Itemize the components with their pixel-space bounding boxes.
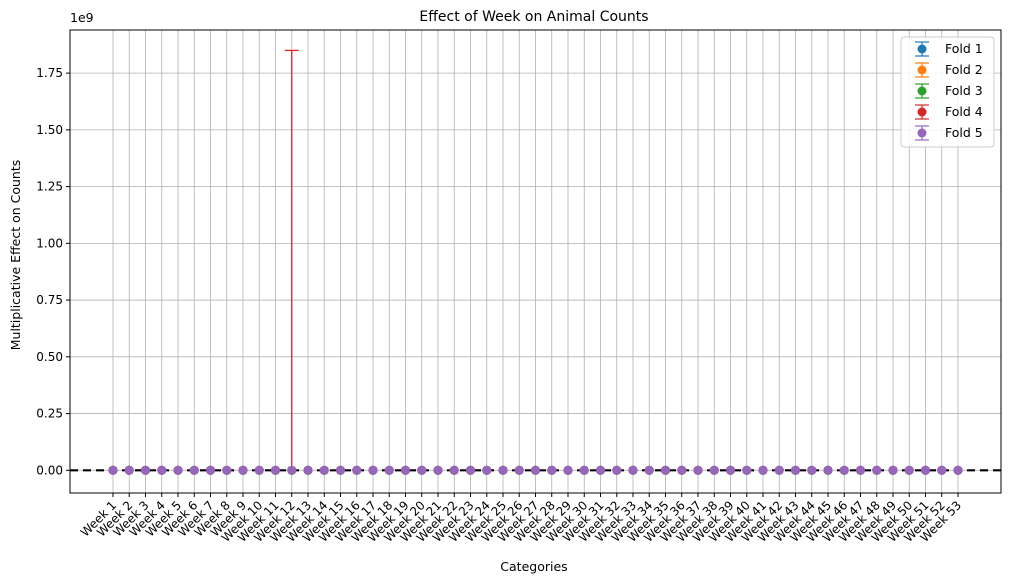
data-point — [921, 465, 930, 475]
y-axis-label: Multiplicative Effect on Counts — [8, 160, 23, 351]
legend-label: Fold 3 — [945, 83, 983, 98]
data-point — [319, 465, 329, 475]
data-point — [498, 465, 508, 475]
legend-label: Fold 1 — [945, 41, 983, 56]
data-point — [482, 465, 492, 475]
data-point — [904, 465, 914, 475]
data-point — [466, 465, 475, 475]
data-point — [384, 465, 394, 475]
data-point — [271, 465, 280, 475]
data-point — [173, 465, 183, 475]
legend-marker — [917, 86, 927, 96]
legend: Fold 1 Fold 2 Fold 3 Fold 4 Fold 5 — [900, 36, 995, 148]
y-tick-label: 0.50 — [36, 350, 63, 364]
data-point — [661, 465, 670, 475]
data-point — [547, 465, 557, 475]
data-point — [238, 465, 248, 475]
data-point — [791, 465, 800, 475]
legend-label: Fold 4 — [945, 104, 983, 119]
data-point — [693, 465, 703, 475]
y-tick-label: 1.00 — [36, 236, 63, 250]
y-tick-label: 1.25 — [36, 180, 63, 194]
data-point — [839, 465, 849, 475]
chart-marks — [70, 49, 1001, 475]
y-tick-label: 1.75 — [36, 66, 63, 80]
data-point — [206, 465, 215, 475]
data-point — [677, 465, 687, 475]
data-point — [596, 465, 605, 475]
data-point — [433, 465, 443, 475]
legend-label: Fold 5 — [945, 125, 983, 140]
data-point — [758, 465, 768, 475]
data-point — [189, 465, 199, 475]
data-point — [352, 465, 362, 475]
y-tick-label: 0.00 — [36, 463, 63, 477]
data-point — [222, 465, 232, 475]
data-point — [157, 465, 167, 475]
data-point — [449, 465, 459, 475]
x-axis-label: Categories — [500, 559, 567, 574]
data-point — [807, 465, 817, 475]
y-tick-label: 1.50 — [36, 123, 63, 137]
data-point — [417, 465, 427, 475]
grid — [70, 30, 1001, 493]
data-point — [287, 465, 297, 475]
data-point — [644, 465, 654, 475]
chart-title: Effect of Week on Animal Counts — [419, 9, 648, 25]
data-point — [579, 465, 589, 475]
data-point — [953, 465, 963, 475]
data-point — [856, 465, 865, 475]
data-point — [514, 465, 524, 475]
data-point — [401, 465, 410, 475]
y-tick-label: 0.75 — [36, 293, 63, 307]
data-point — [888, 465, 898, 475]
legend-marker — [917, 128, 927, 138]
data-point — [628, 465, 638, 475]
data-point — [937, 465, 947, 475]
data-point — [368, 465, 378, 475]
legend-marker — [917, 65, 927, 75]
data-point — [872, 465, 882, 475]
data-point — [726, 465, 735, 475]
legend-marker — [917, 44, 927, 54]
data-point — [303, 465, 313, 475]
data-point — [709, 465, 719, 475]
data-point — [336, 465, 345, 475]
data-point — [141, 465, 150, 475]
data-point — [254, 465, 264, 475]
data-point — [563, 465, 573, 475]
legend-marker — [917, 107, 927, 117]
data-point — [108, 465, 118, 475]
data-point — [531, 465, 540, 475]
data-point — [124, 465, 134, 475]
data-point — [742, 465, 752, 475]
data-point — [612, 465, 622, 475]
y-tick-label: 0.25 — [36, 407, 63, 421]
data-point — [823, 465, 833, 475]
data-point — [774, 465, 784, 475]
legend-label: Fold 2 — [945, 62, 983, 77]
y-axis-offset-label: 1e9 — [70, 10, 94, 25]
